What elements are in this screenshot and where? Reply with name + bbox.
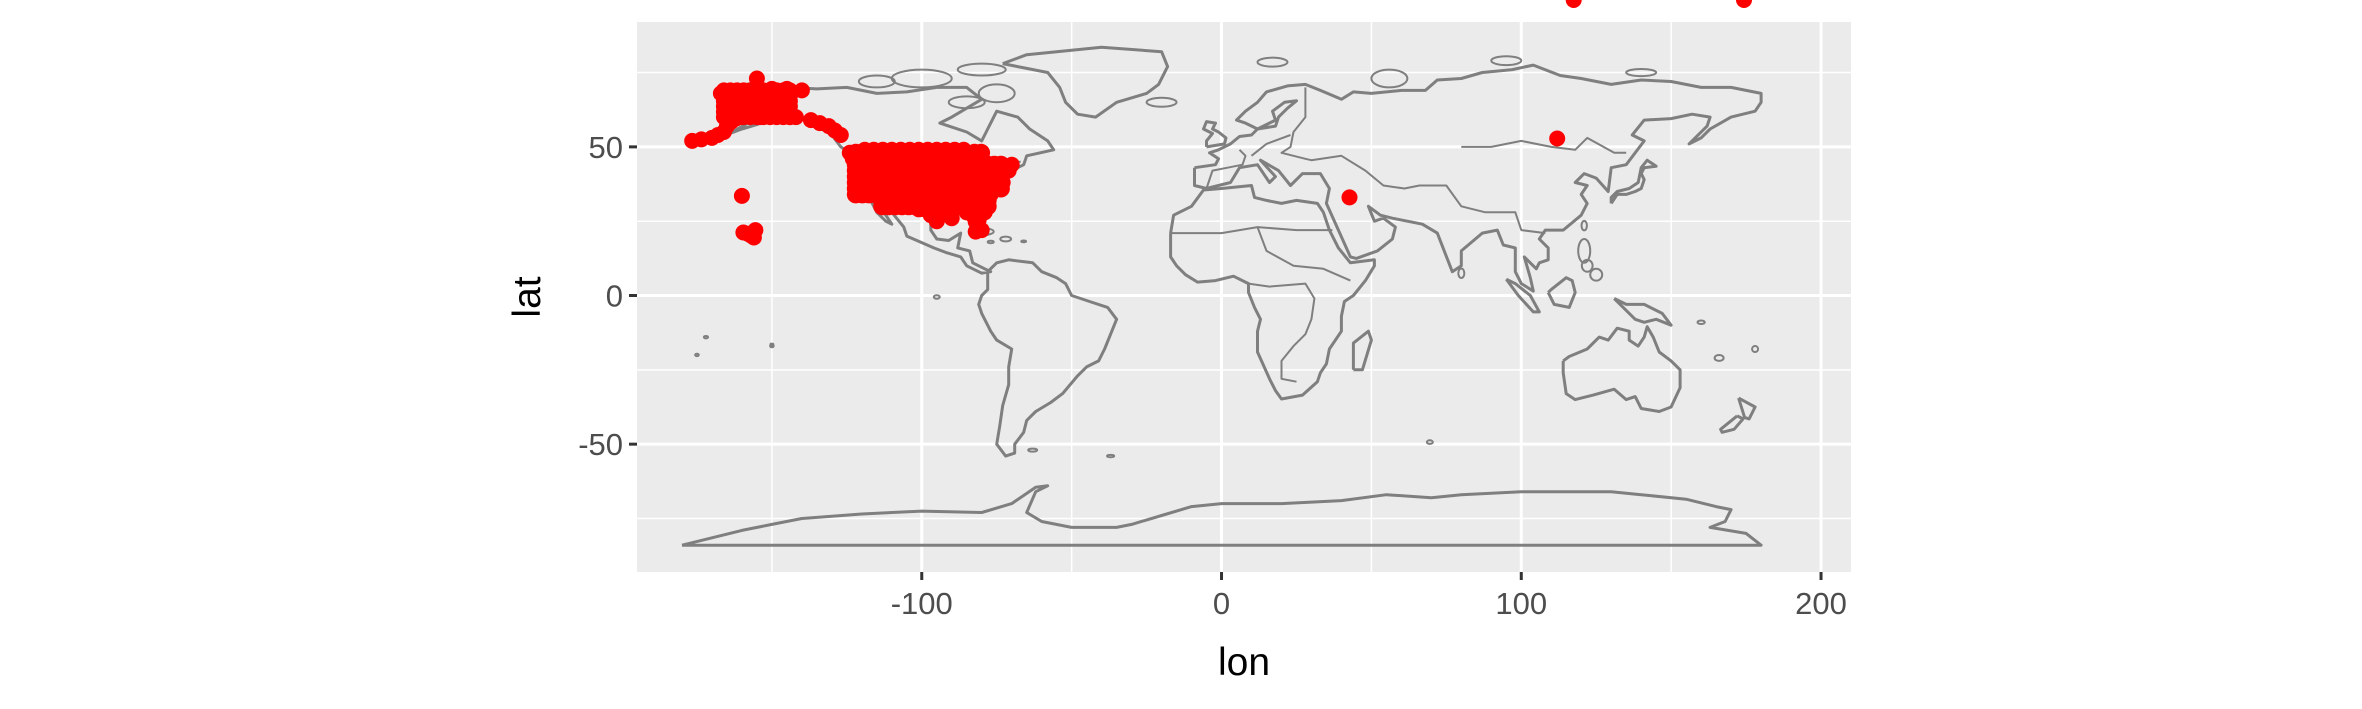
y-tick-label: -50: [578, 427, 623, 462]
data-point: [781, 82, 798, 99]
new-zealand-outline: [1737, 396, 1757, 421]
island-outline: [1027, 447, 1039, 453]
data-point: [1549, 130, 1566, 147]
island-outline: [769, 342, 775, 347]
island-outline: [1589, 267, 1604, 282]
data-point: [928, 213, 945, 230]
island-outline: [1145, 96, 1178, 108]
island-outline: [947, 95, 986, 110]
island-outline: [1577, 238, 1592, 264]
island-outline: [1625, 67, 1658, 78]
data-point: [1341, 189, 1358, 206]
data-point: [1736, 0, 1752, 8]
x-axis-ticks: -100 0 100 200: [891, 572, 1847, 621]
island-outline: [1580, 258, 1594, 273]
x-axis-title: lon: [1218, 641, 1270, 684]
north-america-outline: [716, 81, 1056, 275]
eurasia-outline: [1193, 63, 1763, 293]
uk-outline: [1202, 120, 1228, 149]
island-outline: [1490, 55, 1523, 67]
island-outline: [1751, 345, 1760, 354]
country-border-2: [1280, 87, 1546, 235]
madagascar-outline: [1351, 329, 1373, 372]
world-map-basemap: [681, 45, 1763, 547]
africa-outline: [1169, 184, 1376, 401]
indonesia-borneo-outline: [1546, 276, 1577, 309]
x-tick-label: -100: [891, 586, 953, 621]
sumatra-outline: [1505, 277, 1541, 314]
island-outline: [999, 235, 1013, 243]
island-outline: [1713, 353, 1725, 362]
data-point: [991, 155, 1010, 174]
island-outline: [1106, 453, 1116, 459]
island-outline: [977, 83, 1016, 104]
country-border-3: [1250, 134, 1291, 157]
island-outline: [986, 239, 995, 245]
y-axis-title: lat: [506, 276, 549, 317]
island-outline: [1457, 267, 1466, 279]
new-guinea-outline: [1613, 297, 1673, 327]
island-outline: [932, 294, 941, 300]
data-point: [967, 223, 984, 240]
data-points: [684, 0, 1752, 246]
island-outline: [956, 62, 1007, 77]
data-point: [832, 127, 849, 143]
data-point: [747, 222, 764, 239]
south-america-outline: [977, 258, 1119, 458]
antarctica-outline: [681, 484, 1763, 547]
island-outline: [1580, 219, 1588, 232]
data-point: [1565, 0, 1582, 8]
y-tick-label: 0: [606, 279, 623, 314]
island-outline: [1370, 68, 1409, 89]
data-point: [733, 187, 750, 204]
new-zealand-south-outline: [1719, 414, 1745, 434]
greenland-outline: [1002, 45, 1170, 119]
island-outline: [702, 334, 710, 340]
country-border-7: [1248, 282, 1316, 383]
country-border-8: [1461, 136, 1627, 154]
australia-outline: [1561, 325, 1682, 413]
x-tick-label: 100: [1495, 586, 1547, 621]
data-point: [748, 70, 765, 87]
scandinavia-inner-outline: [1256, 99, 1298, 131]
country-border-6: [1256, 226, 1351, 282]
country-border-4: [1205, 149, 1247, 189]
island-outline: [694, 352, 700, 358]
data-point: [793, 82, 810, 99]
island-outline: [1425, 439, 1434, 445]
x-tick-label: 0: [1213, 586, 1230, 621]
island-outline: [1696, 319, 1706, 326]
y-tick-label: 50: [589, 130, 623, 165]
japan-outline: [1609, 158, 1658, 205]
y-axis-ticks: -50 0 50: [578, 130, 637, 462]
island-outline: [1020, 239, 1028, 244]
x-tick-label: 200: [1795, 586, 1847, 621]
island-outline: [857, 74, 896, 89]
island-outline: [1256, 56, 1289, 68]
